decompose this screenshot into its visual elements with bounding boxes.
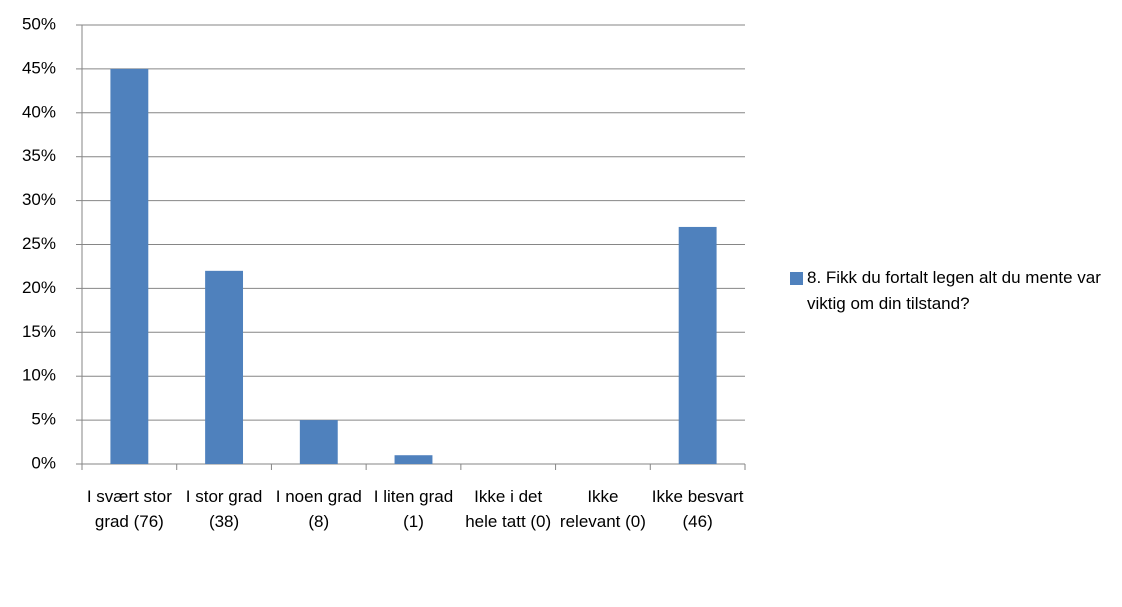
- legend-label: 8. Fikk du fortalt legen alt du mente va…: [807, 268, 1101, 313]
- bar: [205, 270, 244, 464]
- y-tick-label: 15%: [22, 322, 56, 341]
- bar: [110, 68, 149, 465]
- bar: [394, 455, 433, 464]
- y-tick-label: 10%: [22, 366, 56, 385]
- y-tick-label: 30%: [22, 190, 56, 209]
- y-tick-label: 20%: [22, 278, 56, 297]
- x-tick-label: Ikke relevant (0): [559, 487, 646, 531]
- y-tick-label: 50%: [22, 14, 56, 33]
- y-tick-label: 0%: [31, 453, 56, 472]
- x-tick-label: I svært stor grad (76): [86, 487, 172, 531]
- legend-swatch: [790, 272, 803, 285]
- bar: [299, 420, 338, 464]
- x-tick-label: Ikke i det hele tatt (0): [465, 487, 552, 531]
- bar: [678, 226, 717, 464]
- x-tick-label: Ikke besvart (46): [651, 487, 744, 531]
- x-tick-label: I stor grad (38): [185, 487, 263, 531]
- y-tick-label: 5%: [31, 410, 56, 429]
- x-tick-label: I noen grad (8): [275, 487, 362, 531]
- y-tick-label: 35%: [22, 146, 56, 165]
- y-tick-label: 40%: [22, 102, 56, 121]
- y-tick-label: 45%: [22, 58, 56, 77]
- y-tick-label: 25%: [22, 234, 56, 253]
- x-tick-label: I liten grad (1): [373, 487, 454, 531]
